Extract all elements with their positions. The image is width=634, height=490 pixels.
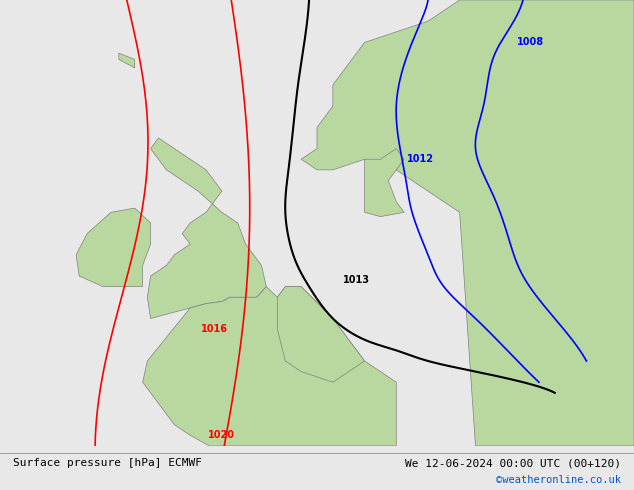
Text: We 12-06-2024 00:00 UTC (00+120): We 12-06-2024 00:00 UTC (00+120) <box>405 458 621 468</box>
Polygon shape <box>301 0 634 446</box>
Polygon shape <box>119 53 134 68</box>
Text: 1016: 1016 <box>200 324 228 334</box>
Text: 1020: 1020 <box>209 430 235 441</box>
Text: ©weatheronline.co.uk: ©weatheronline.co.uk <box>496 475 621 485</box>
Polygon shape <box>365 148 404 217</box>
Polygon shape <box>278 287 365 382</box>
Text: 1012: 1012 <box>406 154 434 164</box>
Text: 1013: 1013 <box>343 275 370 285</box>
Text: Surface pressure [hPa] ECMWF: Surface pressure [hPa] ECMWF <box>13 458 202 468</box>
Polygon shape <box>76 208 150 287</box>
Polygon shape <box>147 138 266 318</box>
Polygon shape <box>143 287 396 446</box>
Text: 1008: 1008 <box>517 37 545 48</box>
